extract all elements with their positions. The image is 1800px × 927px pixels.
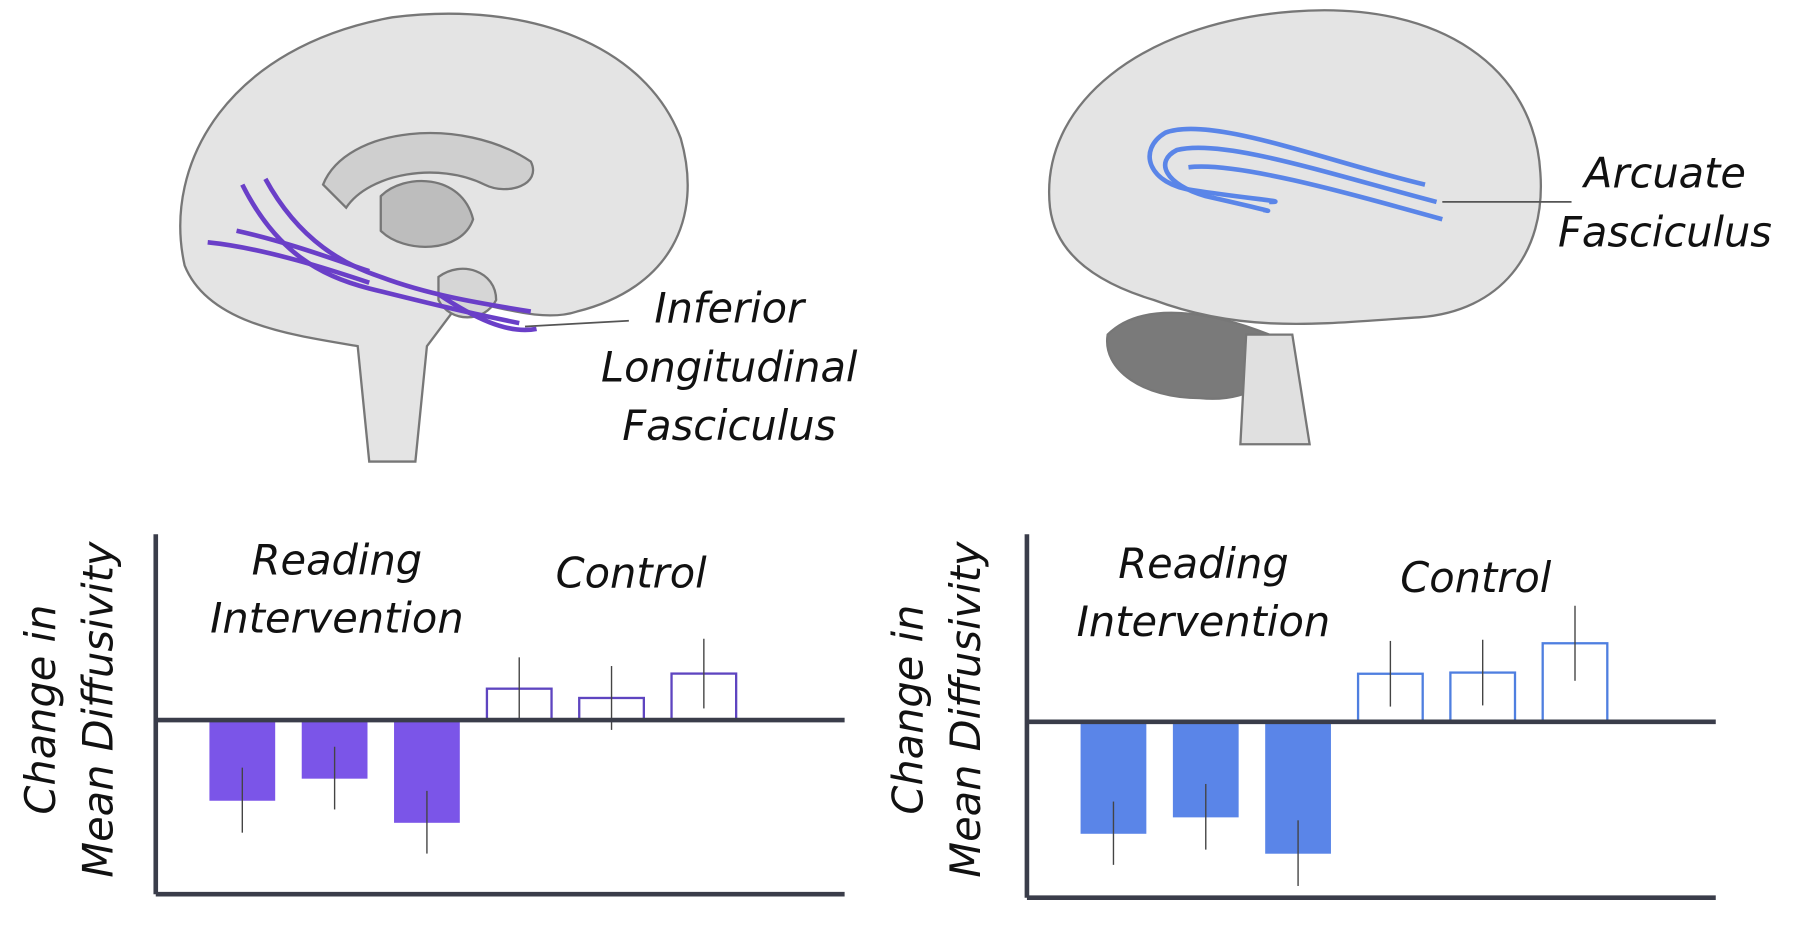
leader-line (524, 319, 629, 328)
structure-label: Fasciculus (622, 401, 836, 450)
series-label: Reading Intervention (1076, 541, 1331, 647)
structure-label: Inferior (654, 284, 807, 333)
series-label: Control (555, 550, 707, 598)
y-axis-label: Mean Diffusivity (941, 540, 990, 878)
series-label: Control (1400, 554, 1552, 603)
structure-label: Fasciculus (1558, 207, 1772, 256)
ilf-fibers (207, 177, 537, 333)
structure-label: Longitudinal (601, 342, 858, 391)
sagittal-brain (179, 12, 689, 463)
series-label: Reading Intervention (210, 537, 464, 643)
y-axis-label: Change in (16, 605, 65, 815)
y-axis-label: Mean Diffusivity (74, 540, 123, 878)
y-axis-label: Change in (884, 605, 933, 815)
structure-label: Arcuate (1581, 149, 1746, 198)
lateral-brain (1047, 9, 1543, 446)
arcuate-fibers (1147, 126, 1443, 222)
